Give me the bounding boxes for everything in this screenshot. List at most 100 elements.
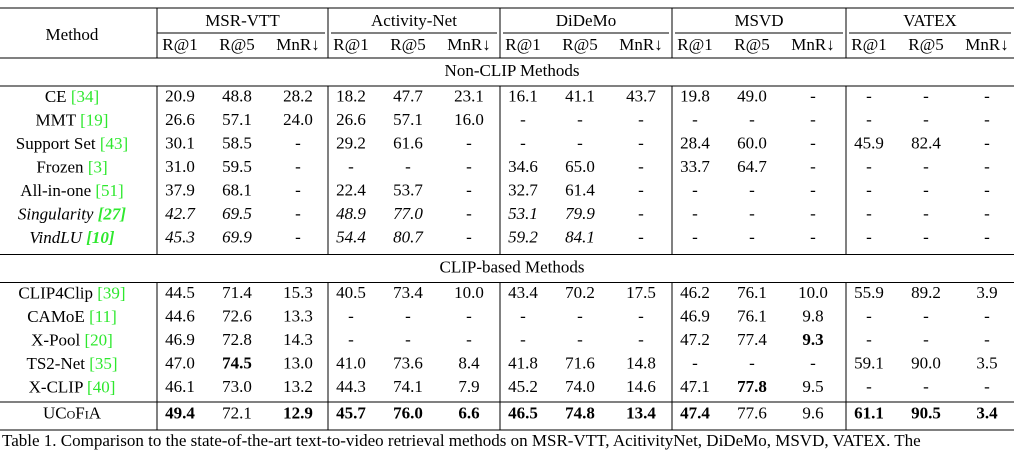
cell: 44.6: [165, 307, 195, 326]
cell: 57.1: [393, 110, 423, 129]
cell: 23.1: [454, 87, 484, 106]
citation: [10]: [86, 228, 115, 247]
cell: 13.4: [626, 403, 656, 422]
cell: 28.2: [283, 87, 313, 106]
cell: 40.5: [336, 283, 366, 302]
cell: -: [866, 87, 872, 106]
method-name: X-CLIP [40]: [29, 377, 116, 396]
cell: 47.2: [680, 330, 710, 349]
cell: 44.5: [165, 283, 195, 302]
method-name: CLIP4Clip [39]: [18, 283, 125, 302]
cell: 16.0: [454, 110, 484, 129]
cell: -: [923, 87, 929, 106]
citation: [19]: [80, 110, 108, 129]
cell: -: [923, 157, 929, 176]
cell: -: [984, 307, 990, 326]
method: CE: [45, 87, 67, 106]
cell: -: [348, 330, 354, 349]
cell: 12.9: [283, 403, 313, 422]
cell: -: [810, 354, 816, 373]
cell: -: [295, 204, 301, 223]
cell: 42.7: [165, 204, 196, 223]
cell: 48.8: [222, 87, 252, 106]
cell: 13.2: [283, 377, 313, 396]
cell: 41.8: [508, 354, 538, 373]
cell: -: [466, 181, 472, 200]
cell: -: [466, 228, 472, 247]
cell: -: [923, 181, 929, 200]
cell: 32.7: [508, 181, 538, 200]
cell: 31.0: [165, 157, 195, 176]
group-header: VATEX: [903, 11, 957, 30]
cell: 47.4: [680, 403, 710, 422]
method-name: Singularity [27]: [18, 204, 126, 223]
method: MMT: [36, 110, 77, 129]
group-header: MSVD: [734, 11, 783, 30]
group-header: Activity-Net: [371, 11, 457, 30]
cell: 45.2: [508, 377, 538, 396]
cell: 74.1: [393, 377, 423, 396]
cell: 82.4: [911, 134, 941, 153]
cell: -: [866, 157, 872, 176]
cell: 64.7: [737, 157, 767, 176]
citation: [43]: [100, 134, 128, 153]
citation: [39]: [97, 283, 125, 302]
group-header: DiDeMo: [556, 11, 616, 30]
metric-header: R@1: [162, 35, 198, 54]
cell: -: [348, 157, 354, 176]
cell: -: [749, 354, 755, 373]
cell: 9.3: [802, 330, 823, 349]
cell: 76.0: [393, 403, 423, 422]
cell: 9.8: [802, 307, 823, 326]
cell: 76.1: [737, 283, 767, 302]
cell: 77.6: [737, 403, 767, 422]
method-name: Frozen [3]: [36, 157, 107, 176]
cell: 70.2: [565, 283, 595, 302]
cell: -: [466, 330, 472, 349]
cell: 90.0: [911, 354, 941, 373]
method: Frozen: [36, 157, 84, 176]
cell: -: [810, 110, 816, 129]
cell: 77.4: [737, 330, 767, 349]
cell: 9.5: [802, 377, 823, 396]
cell: -: [692, 354, 698, 373]
method: UCoFiA: [43, 403, 102, 422]
section-title: Non-CLIP Methods: [445, 61, 580, 80]
cell: -: [810, 204, 816, 223]
cell: 37.9: [165, 181, 195, 200]
method-name: X-Pool [20]: [31, 330, 113, 349]
cell: 71.6: [565, 354, 595, 373]
method: VindLU: [29, 228, 83, 247]
cell: -: [295, 157, 301, 176]
cell: -: [466, 134, 472, 153]
cell: 77.0: [393, 204, 423, 223]
cell: 71.4: [222, 283, 252, 302]
method-name: CE [34]: [45, 87, 99, 106]
method-name: All-in-one [51]: [20, 181, 123, 200]
cell: 47.0: [165, 354, 195, 373]
caption: Table 1. Comparison to the state-of-the-…: [2, 431, 921, 450]
metric-header: R@5: [562, 35, 598, 54]
cell: 69.5: [222, 204, 252, 223]
cell: -: [810, 134, 816, 153]
cell: -: [923, 228, 929, 247]
cell: -: [405, 330, 411, 349]
cell: -: [577, 330, 583, 349]
cell: -: [466, 157, 472, 176]
cell: 84.1: [565, 228, 595, 247]
cell: 53.7: [393, 181, 423, 200]
method-header: Method: [46, 25, 99, 44]
cell: -: [923, 307, 929, 326]
cell: -: [923, 330, 929, 349]
cell: -: [466, 307, 472, 326]
group-header: MSR-VTT: [205, 11, 280, 30]
method: TS2-Net: [26, 354, 85, 373]
metric-header: R@5: [219, 35, 255, 54]
cell: 17.5: [626, 283, 656, 302]
cell: 54.4: [336, 228, 366, 247]
cell: 59.1: [854, 354, 884, 373]
cell: 72.1: [222, 403, 252, 422]
metric-header: R@1: [505, 35, 541, 54]
cell: -: [984, 204, 990, 223]
